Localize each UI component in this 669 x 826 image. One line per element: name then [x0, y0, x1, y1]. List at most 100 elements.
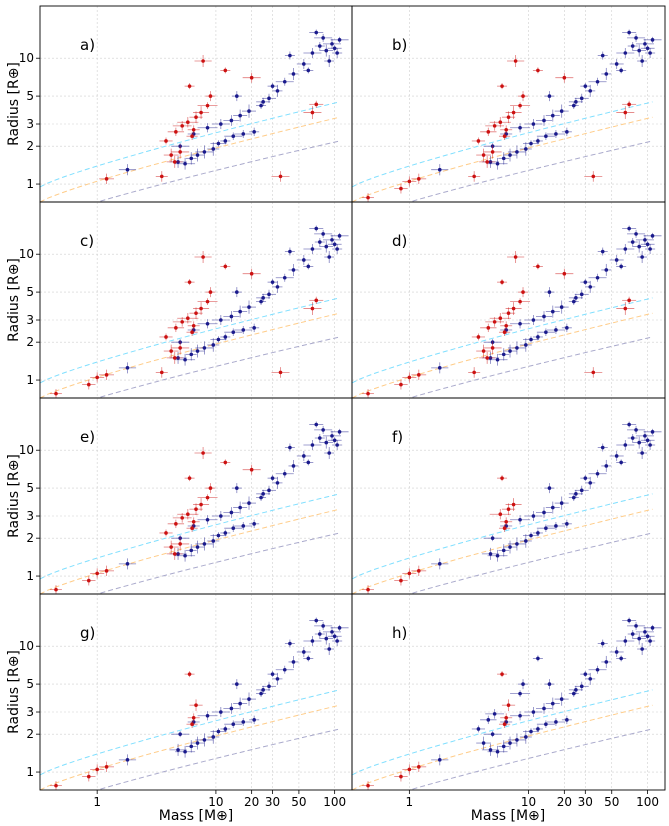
reference-curve-cyan	[352, 493, 653, 580]
data-point	[508, 741, 512, 745]
data-point	[195, 349, 200, 353]
data-point	[205, 103, 210, 108]
panels: a) 1 2 3 5 10 b) c) 1 2 3 5 10 d) e) 1 2 3 5 10 f) g) 1 2 3 5 10 1 1…	[19, 5, 666, 809]
grid	[40, 594, 352, 790]
data-point	[201, 451, 205, 455]
data-point	[324, 636, 329, 641]
y-tick-label: 2	[26, 335, 34, 349]
data-point	[241, 328, 246, 332]
data-point	[249, 467, 254, 472]
data-point	[86, 578, 91, 583]
data-point	[559, 109, 564, 113]
data-point	[502, 330, 507, 335]
data-point	[194, 115, 198, 119]
data-point	[306, 656, 311, 661]
data-point	[643, 434, 647, 438]
data-point	[189, 156, 194, 161]
data-point	[231, 134, 236, 139]
data-point	[515, 542, 519, 546]
data-point	[531, 514, 536, 518]
data-point	[529, 337, 533, 342]
data-point	[502, 722, 507, 727]
data-point	[366, 391, 370, 396]
data-point	[485, 160, 489, 164]
data-point	[337, 430, 342, 434]
data-point	[178, 346, 182, 350]
data-point	[314, 618, 319, 623]
data-point	[495, 357, 500, 362]
data-point	[183, 161, 187, 166]
y-axis-label-row4: Radius [R⊕]	[6, 650, 22, 734]
data-points	[50, 617, 349, 790]
data-point	[327, 451, 332, 455]
data-point	[291, 464, 296, 468]
data-point	[219, 122, 223, 126]
data-point	[600, 445, 605, 450]
data-point	[330, 42, 334, 46]
data-point	[195, 741, 200, 745]
data-point	[194, 703, 198, 707]
data-point	[282, 275, 287, 280]
data-point	[172, 356, 177, 360]
reference-curve-cyan	[40, 493, 340, 580]
data-point	[194, 311, 198, 315]
data-point	[544, 330, 548, 335]
data-point	[366, 195, 370, 200]
data-point	[183, 749, 187, 754]
data-point	[164, 139, 168, 143]
panel-d: d)	[351, 201, 666, 399]
grid	[352, 202, 665, 398]
data-point	[643, 42, 647, 46]
data-point	[302, 62, 306, 66]
reference-curve-gray	[95, 532, 340, 594]
data-point	[330, 630, 334, 634]
y-axis-label-row2: Radius [R⊕]	[6, 258, 22, 342]
y-tick-label: 5	[26, 285, 34, 299]
data-point	[267, 292, 271, 297]
data-point	[544, 134, 548, 139]
data-point	[562, 75, 567, 80]
reference-curve-gray	[407, 728, 653, 790]
data-point	[524, 147, 528, 151]
data-point	[324, 244, 329, 249]
y-tick-label: 3	[26, 313, 34, 327]
data-point	[54, 783, 58, 788]
data-point	[201, 59, 205, 63]
data-point	[579, 488, 584, 493]
data-point	[270, 476, 275, 480]
grid	[40, 6, 352, 202]
reference-curve-gray	[95, 336, 340, 398]
data-point	[416, 373, 421, 377]
data-point	[191, 519, 196, 524]
y-axis-label-row1: Radius [R⊕]	[6, 62, 22, 146]
data-point	[205, 125, 210, 130]
data-point	[306, 264, 311, 269]
data-point	[321, 36, 325, 40]
data-point	[321, 624, 325, 628]
data-point	[574, 100, 578, 104]
reference-curve-gray	[407, 532, 653, 594]
grid	[352, 6, 665, 202]
data-point	[288, 249, 292, 254]
data-point	[174, 522, 178, 526]
data-point	[104, 373, 109, 377]
data-point	[627, 618, 631, 623]
data-point	[595, 275, 600, 280]
data-point	[275, 677, 280, 681]
data-point	[640, 451, 644, 455]
data-point	[645, 634, 650, 639]
y-tick-label: 10	[19, 51, 34, 65]
data-point	[314, 226, 319, 231]
data-point	[337, 234, 342, 238]
data-point	[485, 356, 489, 360]
reference-curve-cyan	[352, 101, 653, 188]
data-point	[488, 748, 493, 752]
data-point	[600, 641, 605, 646]
y-tick-label: 5	[26, 481, 34, 495]
y-axis-label-row3: Radius [R⊕]	[6, 454, 22, 538]
data-point	[86, 382, 91, 387]
data-point	[259, 103, 263, 108]
data-point	[416, 765, 421, 769]
data-point	[648, 443, 652, 447]
data-point	[178, 150, 182, 154]
